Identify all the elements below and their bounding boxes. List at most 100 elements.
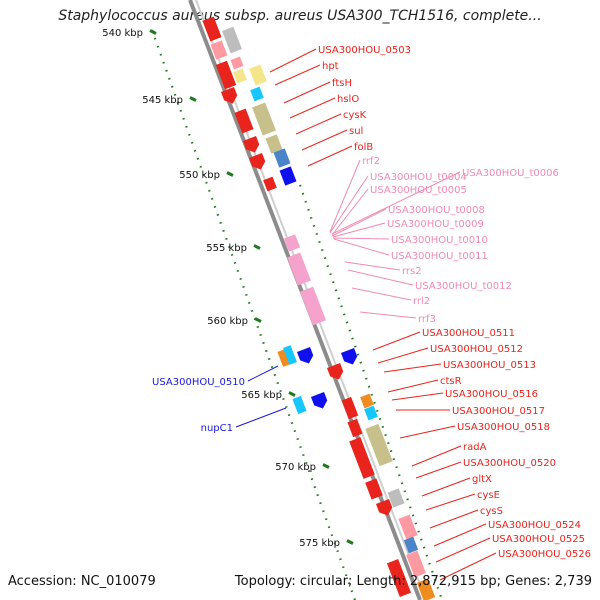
gene-block xyxy=(365,478,383,500)
gene-label-usa300hou-0516[interactable]: USA300HOU_0516 xyxy=(445,389,538,400)
gene-block xyxy=(277,349,291,367)
gene-label-rrf3[interactable]: rrf3 xyxy=(418,314,436,325)
label-leader-line xyxy=(425,493,476,511)
gene-label-usa300hou-0524[interactable]: USA300HOU_0524 xyxy=(488,520,581,531)
gene-label-sul[interactable]: sul xyxy=(349,126,363,137)
gene-label-usa300hou-0511[interactable]: USA300HOU_0511 xyxy=(422,328,515,339)
inner-ruler-track xyxy=(298,184,444,600)
gene-label-rrs2[interactable]: rrs2 xyxy=(402,266,422,277)
label-leader-line xyxy=(421,477,471,497)
label-leader-line xyxy=(289,97,336,119)
label-leader-line xyxy=(331,208,387,237)
gene-label-nupc1[interactable]: nupC1 xyxy=(201,423,233,434)
gene-label-usa300hou-t0006[interactable]: USA300HOU_t0006 xyxy=(462,168,559,179)
accession-text: Accession: NC_010079 xyxy=(8,574,156,589)
gene-arrow xyxy=(310,391,328,409)
gene-block xyxy=(265,134,283,154)
gene-label-hslo[interactable]: hslO xyxy=(337,94,359,105)
gene-label-usa300hou-0526[interactable]: USA300HOU_0526 xyxy=(498,549,591,560)
scale-tick xyxy=(254,317,262,323)
gene-label-folb[interactable]: folB xyxy=(354,142,373,153)
gene-label-usa300hou-0520[interactable]: USA300HOU_0520 xyxy=(463,458,556,469)
gene-label-ctsr[interactable]: ctsR xyxy=(440,376,462,387)
gene-label-usa300hou-0525[interactable]: USA300HOU_0525 xyxy=(492,534,585,545)
gene-block xyxy=(406,550,426,578)
label-leader-line xyxy=(329,159,361,233)
outer-ruler-track xyxy=(150,29,357,600)
gene-arrow xyxy=(340,347,358,365)
label-leader-line xyxy=(347,269,414,286)
label-leader-line xyxy=(399,425,456,439)
gene-block xyxy=(347,418,363,438)
scale-tick xyxy=(149,29,157,35)
gene-block xyxy=(202,16,222,42)
gene-label-cyss[interactable]: cysS xyxy=(480,506,503,517)
label-leader-line xyxy=(274,64,321,86)
gene-label-usa300hou-0503[interactable]: USA300HOU_0503 xyxy=(318,45,411,56)
gene-features xyxy=(202,16,436,600)
scale-tick xyxy=(346,539,354,545)
label-leader-line xyxy=(411,445,462,467)
scale-tick-label: 540 kbp xyxy=(102,28,143,39)
label-leader-line xyxy=(269,48,317,73)
gene-arrow xyxy=(242,135,260,153)
gene-label-rada[interactable]: radA xyxy=(463,442,487,453)
gene-label-usa300hou-t0011[interactable]: USA300HOU_t0011 xyxy=(391,251,488,262)
label-leader-line xyxy=(344,261,401,271)
gene-label-usa300hou-t0009[interactable]: USA300HOU_t0009 xyxy=(387,219,484,230)
label-leader-line xyxy=(372,331,421,351)
gene-label-usa300hou-t0008[interactable]: USA300HOU_t0008 xyxy=(388,205,485,216)
gene-block xyxy=(360,393,374,409)
label-leader-line xyxy=(331,188,369,236)
scale-tick-label: 555 kbp xyxy=(206,243,247,254)
label-leader-line xyxy=(247,365,279,382)
gene-label-usa300hou-0517[interactable]: USA300HOU_0517 xyxy=(452,406,545,417)
gene-block xyxy=(279,166,297,186)
scale-tick-label: 560 kbp xyxy=(207,316,248,327)
gene-block xyxy=(300,286,326,326)
scale-tick xyxy=(189,96,197,102)
label-leader-line xyxy=(377,347,429,364)
gene-block xyxy=(283,345,297,365)
scale-tick xyxy=(288,391,296,397)
gene-label-usa300hou-t0005[interactable]: USA300HOU_t0005 xyxy=(370,185,467,196)
gene-block xyxy=(403,536,419,554)
gene-label-rrf2[interactable]: rrf2 xyxy=(362,156,380,167)
gene-block xyxy=(287,252,311,286)
label-leader-line xyxy=(415,461,462,479)
gene-label-usa300hou-0518[interactable]: USA300HOU_0518 xyxy=(457,422,550,433)
label-leaders xyxy=(235,48,497,581)
gene-label-usa300hou-t0012[interactable]: USA300HOU_t0012 xyxy=(415,281,512,292)
gene-label-usa300hou-0513[interactable]: USA300HOU_0513 xyxy=(443,360,536,371)
label-leader-line xyxy=(391,392,444,401)
gene-label-ftsh[interactable]: ftsH xyxy=(332,78,352,89)
gene-block xyxy=(386,559,412,597)
gene-block xyxy=(263,176,277,192)
label-leader-line xyxy=(307,145,353,167)
gene-label-rrl2[interactable]: rrl2 xyxy=(413,296,430,307)
gene-block xyxy=(398,514,418,540)
gene-block xyxy=(252,102,276,136)
gene-block xyxy=(215,60,237,90)
scale-tick-label: 565 kbp xyxy=(241,390,282,401)
gene-label-gltx[interactable]: gltX xyxy=(472,474,492,485)
label-leader-line xyxy=(351,287,412,301)
gene-label-hpt[interactable]: hpt xyxy=(322,61,339,72)
gene-label-usa300hou-t0004[interactable]: USA300HOU_t0004 xyxy=(370,172,467,183)
gene-block xyxy=(387,488,405,508)
gene-block xyxy=(365,423,393,467)
scale-tick xyxy=(226,171,234,177)
gene-label-cyse[interactable]: cysE xyxy=(477,490,500,501)
gene-block xyxy=(416,578,436,600)
gene-block xyxy=(249,64,267,86)
gene-label-usa300hou-0510[interactable]: USA300HOU_0510 xyxy=(152,377,245,388)
gene-label-usa300hou-t0010[interactable]: USA300HOU_t0010 xyxy=(391,235,488,246)
label-leader-line xyxy=(283,81,331,104)
gene-label-cysk[interactable]: cysK xyxy=(343,110,367,121)
gene-block xyxy=(233,68,247,84)
label-leader-line xyxy=(435,537,491,563)
scale-tick xyxy=(253,244,261,250)
gene-label-usa300hou-0512[interactable]: USA300HOU_0512 xyxy=(430,344,523,355)
gene-block xyxy=(222,26,242,54)
